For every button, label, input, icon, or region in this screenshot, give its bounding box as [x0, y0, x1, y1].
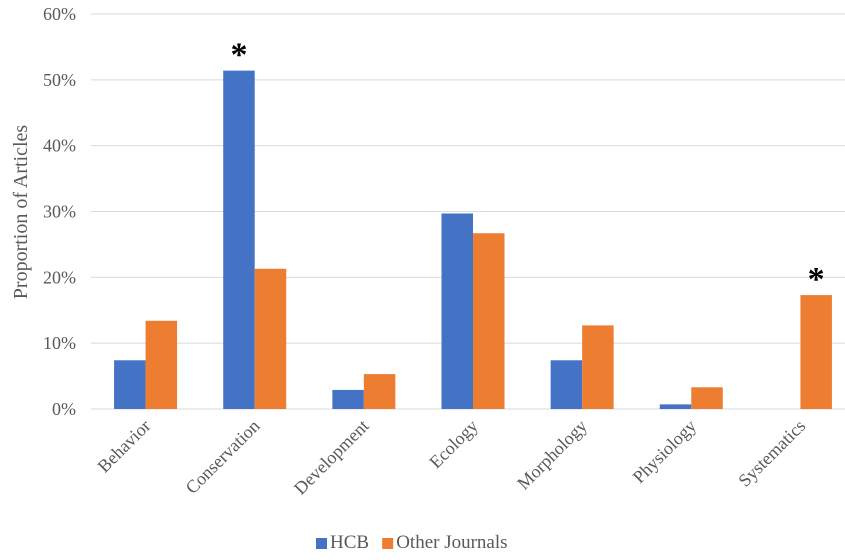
bar-hcb [441, 213, 473, 409]
bar-other-journals [473, 233, 505, 409]
x-tick-label: Development [290, 416, 373, 499]
x-tick-label: Physiology [629, 416, 700, 487]
bar-other-journals [363, 374, 396, 409]
y-tick-label: 30% [43, 202, 76, 222]
bar-hcb [659, 404, 692, 409]
y-tick-label: 60% [43, 4, 76, 24]
legend-label: HCB [330, 532, 369, 553]
legend-swatch [316, 538, 327, 549]
y-axis-ticks: 0% 10% 20% 30% 40% 50% 60% [43, 4, 76, 419]
legend-swatch [382, 538, 394, 549]
bar-other-journals [800, 295, 832, 409]
bar-hcb [332, 389, 364, 409]
bar-hcb [114, 360, 146, 409]
bars [114, 70, 832, 409]
x-tick-label: Systematics [734, 416, 809, 491]
significance-asterisk: * [230, 37, 247, 74]
y-tick-label: 50% [43, 70, 76, 90]
legend-label: Other Journals [396, 532, 507, 553]
bar-other-journals [145, 320, 178, 409]
bar-other-journals [691, 387, 723, 409]
x-tick-label: Ecology [425, 416, 482, 473]
y-tick-label: 20% [43, 267, 76, 287]
significance-markers: ** [230, 37, 824, 298]
y-tick-label: 40% [43, 136, 76, 156]
x-tick-label: Behavior [94, 416, 155, 477]
y-tick-label: 0% [52, 399, 76, 419]
y-axis-label: Proportion of Articles [10, 125, 32, 300]
bar-hcb [223, 70, 255, 409]
x-tick-label: Conservation [182, 416, 264, 498]
x-axis-ticks: Behavior Conservation Development Ecology Mo… [94, 416, 810, 499]
bar-other-journals [254, 268, 287, 409]
significance-asterisk: * [808, 261, 825, 298]
gridlines [91, 13, 845, 344]
bar-other-journals [582, 325, 614, 409]
bar-hcb [550, 360, 583, 409]
y-tick-label: 10% [43, 333, 76, 353]
x-tick-label: Morphology [513, 416, 591, 494]
legend: HCB Other Journals [316, 532, 508, 553]
